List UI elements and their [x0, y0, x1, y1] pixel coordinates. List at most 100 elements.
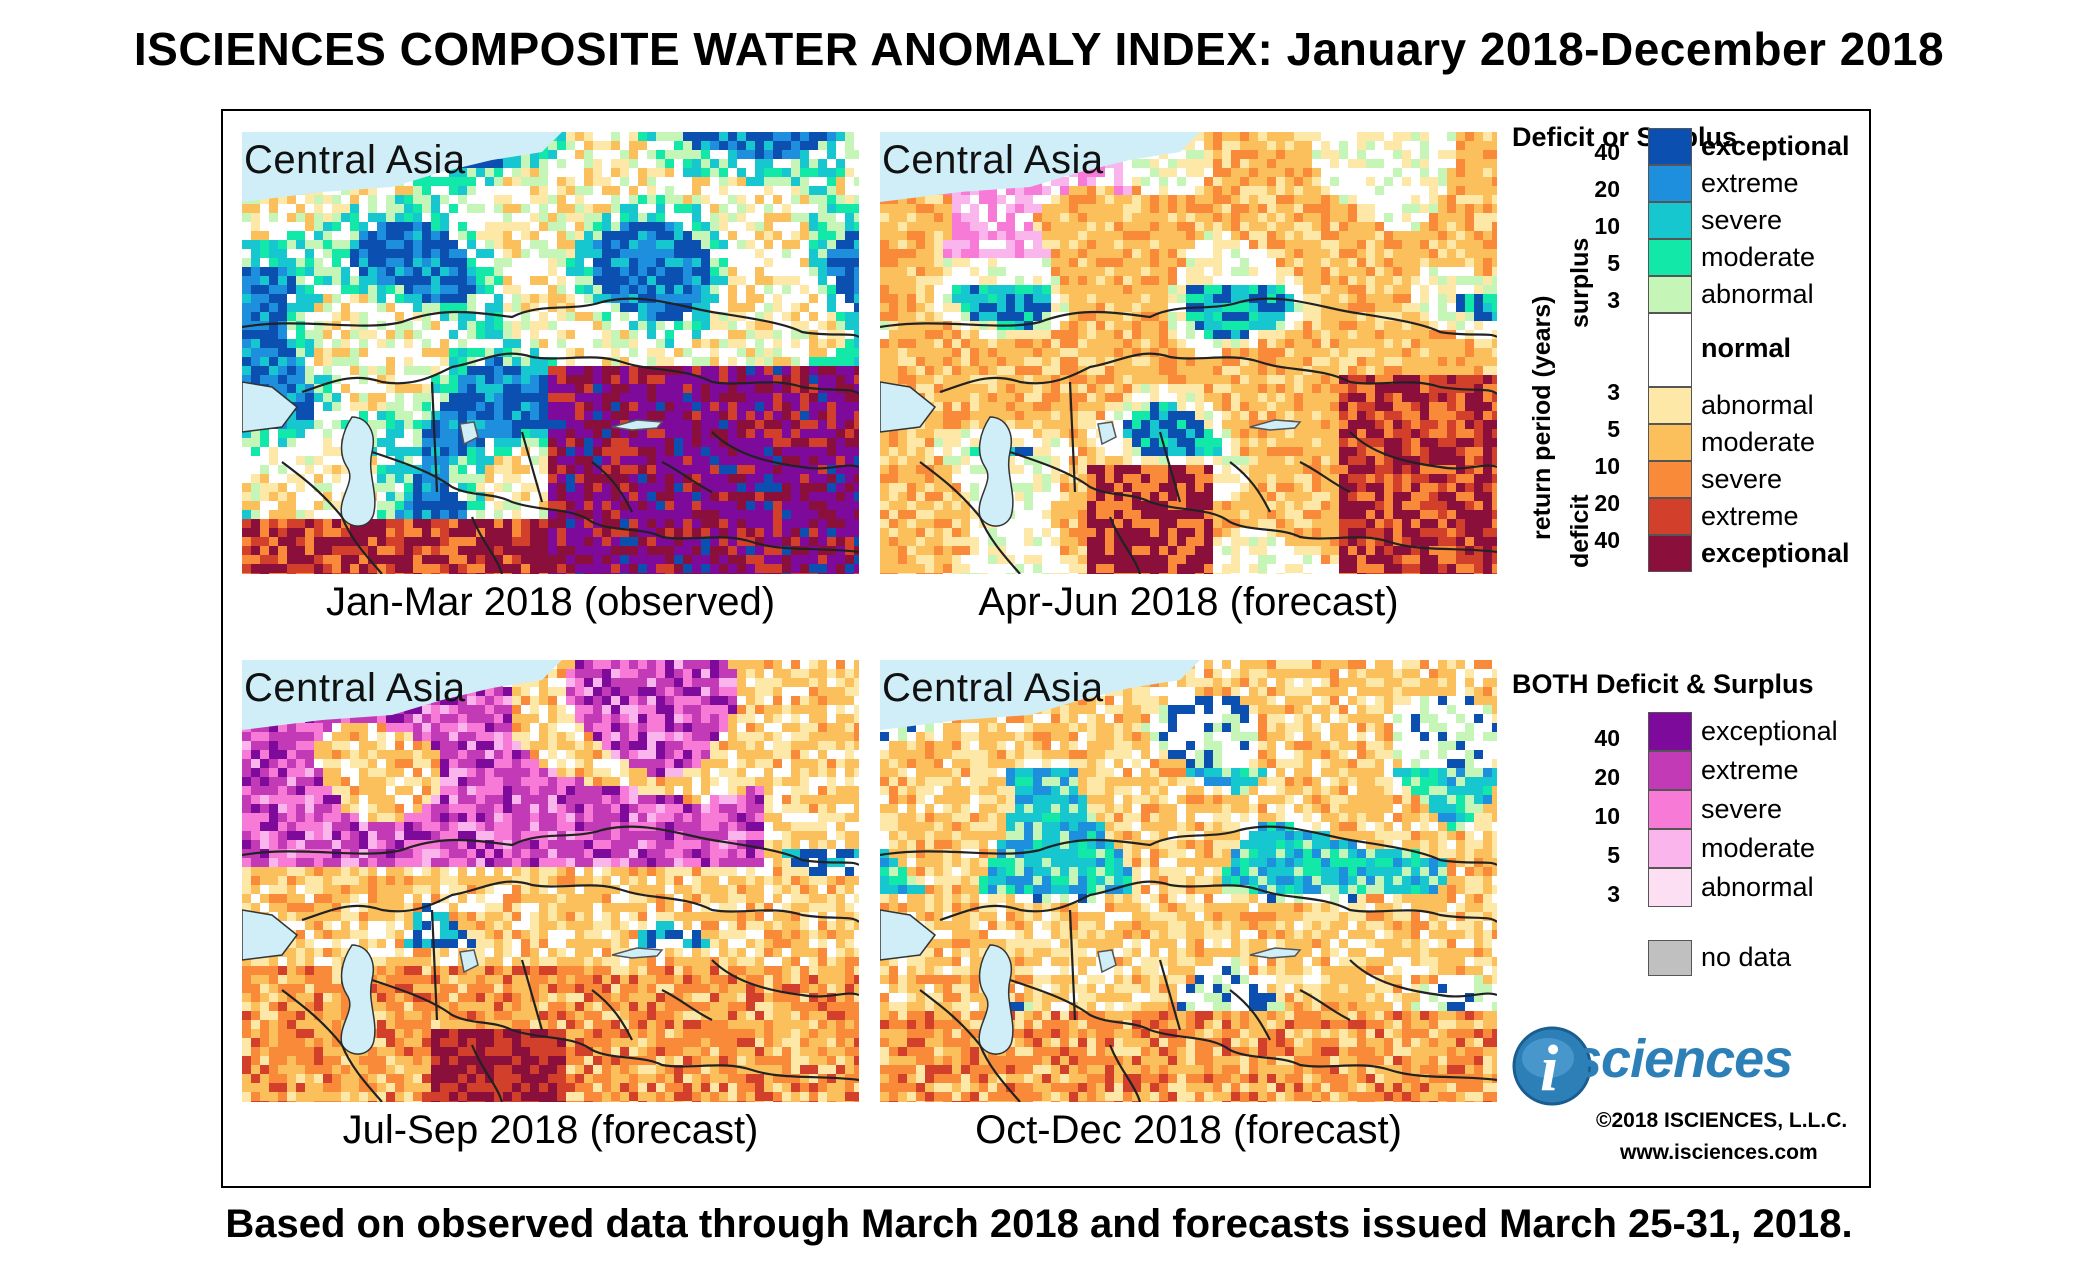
country-border — [1299, 461, 1351, 493]
legend-tick-surplus: 40 — [1594, 139, 1620, 165]
legend-label-surplus-exceptional: exceptional — [1701, 131, 1850, 161]
country-border — [371, 978, 859, 1082]
country-border — [939, 880, 1497, 923]
black-sea — [880, 381, 937, 433]
map-panel-jan-mar: Central Asia — [242, 132, 859, 574]
legend-label-deficit-moderate: moderate — [1701, 427, 1816, 457]
arctic-sea — [880, 132, 1200, 202]
country-border — [301, 352, 859, 395]
country-border — [371, 450, 859, 554]
legend-axis-label: return period (years) — [1528, 295, 1556, 540]
map-region-label: Central Asia — [882, 666, 1104, 710]
legend-swatch-no-data — [1648, 940, 1692, 976]
legend-tick-deficit: 10 — [1594, 453, 1620, 479]
legend-label-both-extreme: extreme — [1701, 755, 1799, 785]
copyright: ©2018 ISCIENCES, L.L.C. — [1596, 1109, 1848, 1132]
legend-tick-deficit: 20 — [1594, 490, 1620, 516]
legend-label-deficit-exceptional: exceptional — [1701, 538, 1850, 568]
black-sea — [242, 381, 299, 433]
legend-label-both-moderate: moderate — [1701, 833, 1816, 863]
anomaly-map-oct-dec — [880, 660, 1497, 1102]
anomaly-map-apr-jun — [880, 132, 1497, 574]
country-border — [661, 989, 713, 1021]
lake-balkhash — [1249, 947, 1302, 959]
legend-tick-both: 3 — [1607, 881, 1620, 907]
black-sea — [242, 909, 299, 961]
caspian-sea — [340, 944, 376, 1055]
country-border — [242, 825, 859, 866]
black-sea — [880, 909, 937, 961]
country-border — [880, 297, 1497, 338]
website: www.isciences.com — [1620, 1141, 1818, 1164]
logo-wordmark: sciences — [1572, 1029, 1793, 1089]
country-border — [1009, 978, 1497, 1082]
panel-caption-jan-mar: Jan-Mar 2018 (observed) — [325, 580, 776, 624]
country-border — [1108, 1044, 1142, 1102]
legend-tick-both: 40 — [1594, 725, 1620, 751]
legend-label-surplus-severe: severe — [1701, 205, 1783, 235]
legend-tick-surplus: 20 — [1594, 176, 1620, 202]
anomaly-map-jul-sep — [242, 660, 859, 1102]
country-border — [242, 297, 859, 338]
country-border — [520, 431, 544, 503]
legend-tick-deficit: 3 — [1607, 379, 1620, 405]
isciences-logo-icon: i — [1512, 1026, 1592, 1106]
legend-swatch-deficit-extreme — [1648, 498, 1692, 535]
legend-swatch-both-moderate — [1648, 829, 1692, 868]
country-border — [711, 431, 859, 470]
map-title: ISCIENCES COMPOSITE WATER ANOMALY INDEX:… — [133, 23, 1945, 75]
aral-sea — [1097, 421, 1117, 446]
country-border — [1349, 431, 1497, 470]
country-border — [1299, 989, 1351, 1021]
legend-swatch-surplus-moderate — [1648, 239, 1692, 276]
country-border — [1068, 381, 1077, 493]
legend-label-normal: normal — [1701, 333, 1792, 363]
legend-label-deficit-abnormal: abnormal — [1701, 390, 1814, 420]
legend-tick-deficit: 40 — [1594, 527, 1620, 553]
legend-swatch-surplus-abnormal — [1648, 276, 1692, 313]
country-border — [1158, 431, 1182, 503]
arctic-sea — [242, 132, 562, 202]
panel-caption-oct-dec: Oct-Dec 2018 (forecast) — [975, 1108, 1402, 1152]
legend-swatch-surplus-exceptional — [1648, 128, 1692, 165]
country-border — [1158, 959, 1182, 1031]
map-panel-jul-sep: Central Asia — [242, 660, 859, 1102]
legend-label-surplus-abnormal: abnormal — [1701, 279, 1814, 309]
legend-tick-both: 20 — [1594, 764, 1620, 790]
caspian-sea — [978, 944, 1014, 1055]
country-border — [711, 959, 859, 998]
country-border — [1009, 450, 1497, 554]
map-panel-oct-dec: Central Asia — [880, 660, 1497, 1102]
legend-swatch-surplus-severe — [1648, 202, 1692, 239]
map-region-label: Central Asia — [244, 138, 466, 182]
country-border — [470, 1044, 504, 1102]
lake-balkhash — [1249, 419, 1302, 431]
aral-sea — [459, 949, 479, 974]
country-border — [470, 516, 504, 574]
logo-letter: i — [1540, 1032, 1559, 1105]
arctic-sea — [242, 660, 562, 730]
country-border — [919, 461, 1021, 574]
map-frame — [221, 109, 1871, 1188]
country-border — [1108, 516, 1142, 574]
panel-caption-jul-sep: Jul-Sep 2018 (forecast) — [342, 1108, 759, 1152]
caspian-sea — [978, 416, 1014, 527]
country-border — [1068, 909, 1077, 1021]
legend: Deficit or Surplus return period (years)… — [1508, 116, 1868, 1186]
legend-tick-surplus: 3 — [1607, 287, 1620, 313]
legend-swatch-deficit-abnormal — [1648, 387, 1692, 424]
legend-label-deficit-extreme: extreme — [1701, 501, 1799, 531]
country-border — [1229, 461, 1271, 513]
caspian-sea — [340, 416, 376, 527]
aral-sea — [1097, 949, 1117, 974]
footer-note: Based on observed data through March 201… — [225, 1202, 1853, 1246]
legend-label-deficit-severe: severe — [1701, 464, 1783, 494]
legend-label-no-data: no data — [1701, 942, 1792, 972]
country-border — [880, 825, 1497, 866]
country-border — [430, 909, 439, 1021]
country-border — [919, 989, 1021, 1102]
legend-tick-both: 10 — [1594, 803, 1620, 829]
legend-heading-deficit-surplus: Deficit or Surplus — [1512, 122, 1738, 152]
country-border — [591, 461, 633, 513]
legend-swatch-both-exceptional — [1648, 712, 1692, 751]
